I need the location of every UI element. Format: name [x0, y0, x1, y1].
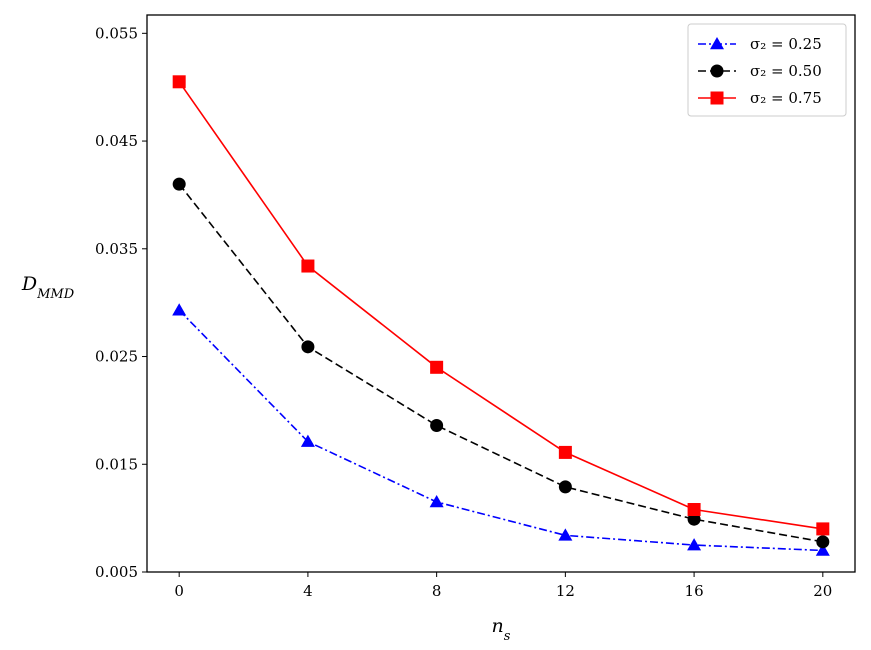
series-group	[172, 75, 830, 536]
x-tick-label: 4	[303, 582, 313, 600]
legend-box	[687, 23, 847, 117]
data-point	[301, 340, 315, 354]
plot-series	[172, 75, 830, 556]
data-point	[172, 303, 187, 316]
data-point	[816, 535, 830, 549]
y-tick-label: 0.045	[95, 132, 138, 150]
legend-marker	[710, 91, 724, 105]
data-point	[816, 522, 830, 536]
x-tick-label: 0	[174, 582, 184, 600]
data-point	[430, 418, 444, 432]
y-tick-label: 0.055	[95, 24, 138, 42]
x-tick-label: 20	[813, 582, 832, 600]
legend-label: σ₂ = 0.75	[750, 89, 822, 107]
legend-label: σ₂ = 0.50	[750, 62, 822, 80]
series-group	[172, 177, 830, 549]
legend-marker	[710, 64, 724, 78]
data-point	[172, 177, 186, 191]
legend-marker	[710, 37, 724, 50]
data-point	[687, 503, 701, 517]
y-axis-label: DMMD	[21, 273, 75, 302]
data-point	[430, 360, 444, 374]
data-point	[558, 528, 573, 541]
data-point	[558, 480, 572, 494]
data-point	[815, 543, 830, 556]
data-point	[301, 259, 315, 273]
x-axis-label: ns	[492, 615, 511, 644]
series-group	[172, 303, 830, 556]
series-line	[178, 81, 823, 530]
x-axis-ticks: 0 4 8 12 16 20	[174, 572, 832, 600]
x-tick-label: 16	[685, 582, 704, 600]
x-tick-label: 8	[432, 582, 442, 600]
x-tick-label: 12	[556, 582, 575, 600]
y-tick-label: 0.015	[95, 455, 138, 473]
y-tick-label: 0.035	[95, 240, 138, 258]
y-axis-ticks: 0.005 0.015 0.025 0.035 0.045 0.055	[95, 24, 147, 581]
legend-label: σ₂ = 0.25	[750, 35, 822, 53]
series-line	[178, 183, 823, 543]
data-point	[687, 538, 702, 551]
legend: σ₂ = 0.25 σ₂ = 0.50 σ₂ = 0.75	[687, 23, 847, 117]
y-tick-label: 0.025	[95, 348, 138, 366]
data-point	[172, 75, 186, 89]
data-point	[429, 494, 444, 508]
data-point	[558, 445, 572, 459]
plot-frame	[146, 14, 856, 573]
data-point	[300, 434, 315, 447]
y-tick-label: 0.005	[95, 563, 138, 581]
series-line	[178, 309, 823, 552]
